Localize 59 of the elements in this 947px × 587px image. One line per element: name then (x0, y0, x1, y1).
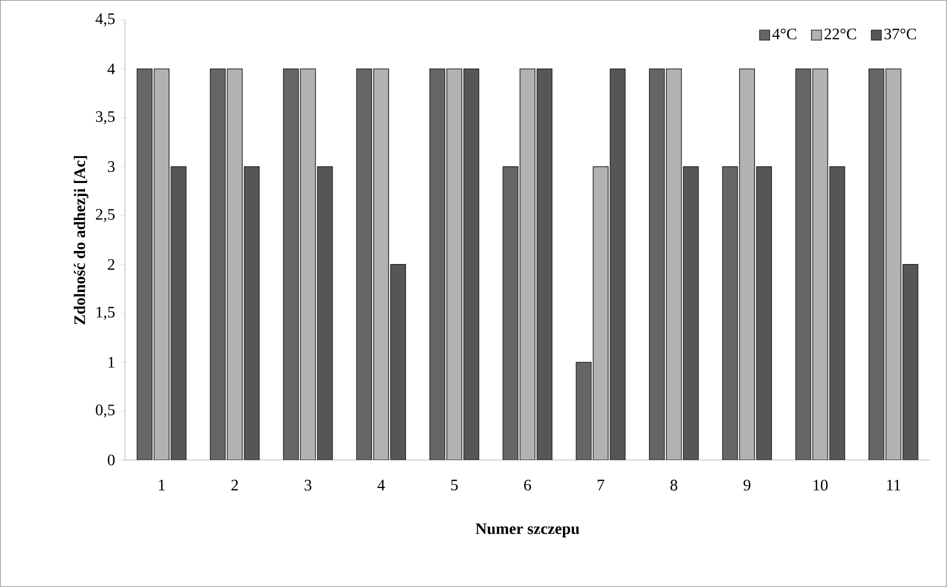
y-tick-label: 0 (108, 454, 115, 466)
bar (244, 166, 260, 460)
bar (739, 68, 755, 460)
bar (154, 68, 170, 460)
bar (463, 68, 480, 460)
bar (502, 166, 518, 460)
y-tick-label: 1 (108, 356, 114, 368)
bar (317, 166, 333, 460)
legend-label: 22°C (824, 28, 856, 40)
bar (812, 68, 828, 460)
x-tick-label: 2 (231, 480, 238, 490)
bar (429, 68, 446, 460)
bar (226, 68, 243, 460)
x-tick-label: 6 (524, 480, 532, 491)
bar (829, 166, 846, 460)
y-tick-label: 1,5 (96, 306, 115, 320)
bar (722, 166, 738, 460)
bar (666, 68, 682, 460)
bar (536, 68, 552, 460)
x-tick-label: 5 (451, 480, 458, 490)
x-tick-label: 9 (744, 480, 750, 491)
bar (592, 166, 609, 460)
y-tick-label: 3 (108, 161, 115, 172)
bar (170, 166, 186, 460)
bar (136, 68, 152, 460)
legend-label: 37°C (884, 28, 916, 40)
y-tick-label: 2 (108, 259, 114, 270)
legend-label: 4°C (772, 28, 796, 40)
bar (682, 166, 699, 460)
x-tick-label: 10 (814, 480, 828, 491)
x-axis-title: Numer szczepu (476, 523, 580, 538)
x-tick-label: 8 (670, 480, 678, 491)
y-tick-label: 3,5 (96, 111, 115, 124)
x-tick-label: 3 (304, 480, 312, 491)
y-tick-label: 4,5 (96, 14, 115, 27)
bar (610, 68, 626, 460)
bar (520, 68, 536, 460)
y-axis-title: Zdolność do adhezji [Ac] (74, 156, 88, 324)
bar (390, 264, 406, 460)
bar (210, 68, 226, 460)
x-tick-label: 7 (598, 480, 604, 490)
bar (756, 166, 772, 460)
x-tick-label: 4 (377, 480, 385, 490)
bar (356, 68, 372, 460)
y-tick-label: 4 (108, 64, 115, 74)
bar (446, 68, 462, 460)
x-tick-label: 11 (887, 480, 900, 490)
bar (795, 68, 812, 460)
y-tick-label: 0,5 (96, 404, 115, 418)
x-tick-label: 1 (159, 480, 165, 490)
bar (283, 68, 299, 460)
bar (648, 68, 665, 460)
y-tick-label: 2,5 (96, 209, 115, 222)
bar (576, 362, 592, 460)
bar (373, 68, 390, 460)
bar (902, 264, 918, 460)
bar (300, 68, 316, 460)
bar (886, 68, 902, 460)
bar (868, 68, 884, 460)
